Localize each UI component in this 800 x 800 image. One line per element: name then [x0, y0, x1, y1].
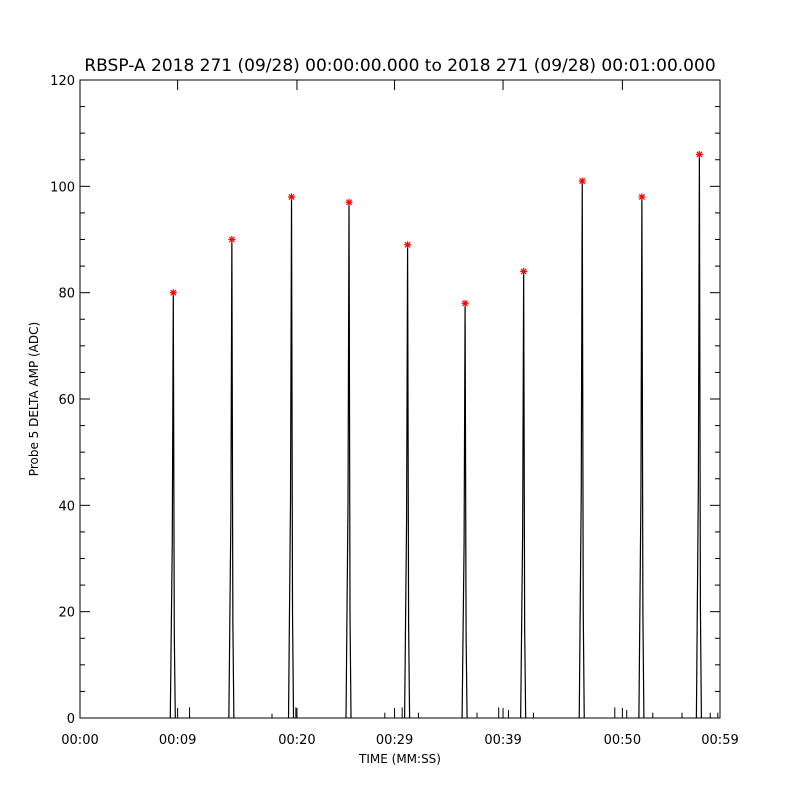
noise-blips	[189, 707, 719, 718]
x-tick-label: 00:29	[376, 733, 413, 748]
series-spike	[520, 271, 527, 719]
peak-marker	[228, 236, 236, 243]
x-tick-label: 00:59	[701, 733, 738, 748]
series-spike	[345, 202, 352, 719]
peak-marker	[345, 198, 353, 206]
y-tick-label: 60	[58, 393, 75, 408]
plot-frame	[79, 79, 721, 719]
peak-markers	[169, 150, 703, 307]
series-line	[169, 154, 702, 719]
peak-marker	[461, 299, 469, 307]
peak-marker	[520, 267, 528, 275]
x-tick-label: 00:09	[159, 733, 196, 748]
series-spike	[578, 181, 585, 719]
x-axis: 00:00 00:09 00:20 00:29 00:39 00:50 00:59	[61, 80, 739, 748]
series-spike	[403, 244, 411, 719]
peak-marker	[578, 177, 586, 185]
y-tick-label: 0	[67, 712, 75, 727]
peak-marker	[169, 289, 177, 297]
series-spike	[287, 196, 295, 719]
x-tick-label: 00:20	[278, 733, 315, 748]
x-tick-label: 00:50	[604, 733, 641, 748]
series-spike	[461, 303, 468, 719]
series-spike	[169, 292, 176, 719]
x-tick-label: 00:00	[61, 733, 98, 748]
x-axis-label: TIME (MM:SS)	[358, 752, 441, 766]
y-tick-label: 120	[50, 74, 75, 89]
y-tick-label: 100	[50, 180, 75, 195]
series-spike	[638, 196, 645, 719]
y-axis: 0 20 40 60 80 100 120	[50, 74, 720, 727]
y-tick-label: 80	[58, 287, 75, 302]
y-tick-label: 40	[58, 499, 75, 514]
y-axis-label: Probe 5 DELTA AMP (ADC)	[27, 322, 41, 476]
chart-title: RBSP-A 2018 271 (09/28) 00:00:00.000 to …	[84, 56, 715, 76]
series-spike	[695, 154, 702, 719]
peak-marker	[288, 193, 296, 201]
peak-marker	[638, 193, 646, 201]
x-tick-label: 00:39	[484, 733, 521, 748]
series-spike	[228, 239, 235, 719]
y-tick-label: 20	[58, 606, 75, 621]
peak-marker	[695, 150, 703, 158]
peak-marker	[404, 241, 412, 249]
